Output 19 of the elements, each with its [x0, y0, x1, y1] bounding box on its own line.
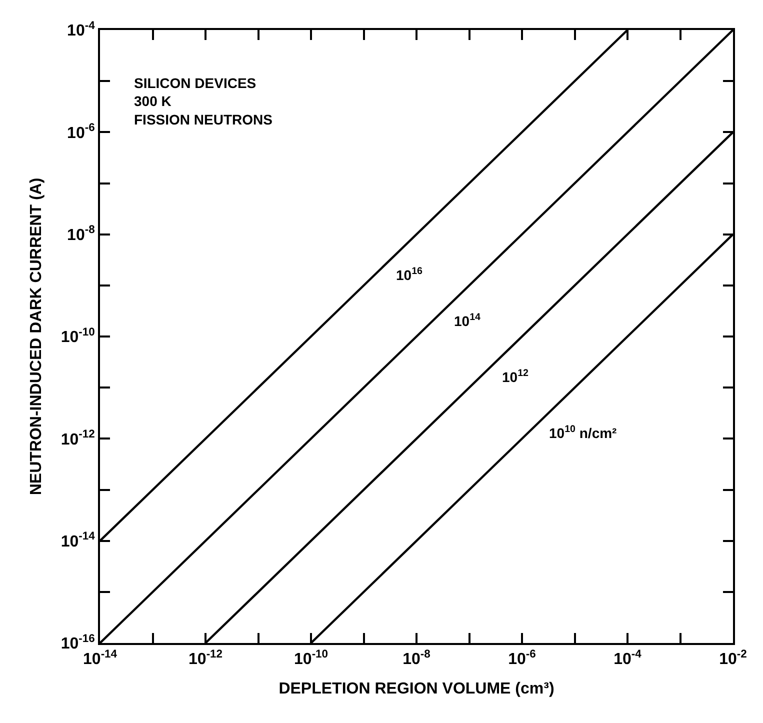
x-tick-label: 10$^{-8}$ — [402, 648, 430, 668]
x-tick-label: 10$^{-2}$ — [719, 648, 747, 668]
y-tick-label: 10$^{-14}$ — [60, 530, 96, 550]
series-label: 10$^{10}$ n/cm² — [549, 424, 618, 441]
y-tick-label: 10$^{-8}$ — [67, 224, 95, 244]
x-tick-label: 10$^{-10}$ — [294, 648, 328, 668]
y-tick-label: 10$^{-10}$ — [60, 326, 95, 346]
y-axis-title: NEUTRON-INDUCED DARK CURRENT (A) — [28, 178, 46, 496]
y-tick-label: 10$^{-4}$ — [67, 20, 96, 40]
x-tick-label: 10$^{-4}$ — [614, 648, 642, 668]
series-label: 10$^{12}$ — [502, 368, 530, 385]
annotation: SILICON DEVICES 300 K FISSION NEUTRONS — [134, 75, 272, 128]
series-label: 10$^{16}$ — [396, 266, 424, 283]
x-axis-title: DEPLETION REGION VOLUME (cm³) — [278, 680, 554, 698]
y-tick-label: 10$^{-12}$ — [60, 428, 95, 448]
y-tick-label: 10$^{-6}$ — [67, 122, 95, 142]
series-label: 10$^{14}$ — [454, 312, 482, 329]
x-tick-label: 10$^{-6}$ — [508, 648, 536, 668]
x-tick-label: 10$^{-12}$ — [188, 648, 222, 668]
